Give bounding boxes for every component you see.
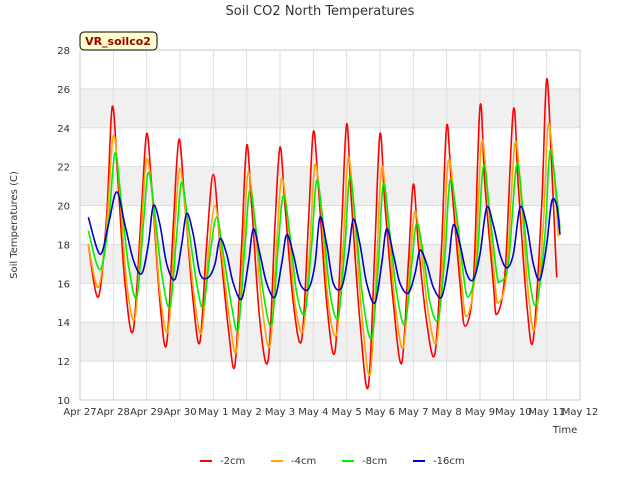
legend-label: -2cm xyxy=(220,456,245,467)
y-tick-label: 28 xyxy=(57,46,70,57)
legend-label: -8cm xyxy=(362,456,387,467)
plot-band xyxy=(80,166,580,206)
x-tick-label: May 2 xyxy=(232,407,262,418)
series-line-8cm xyxy=(87,149,561,340)
series-line-16cm xyxy=(87,191,561,305)
y-tick-label: 12 xyxy=(57,357,70,368)
legend-label: -16cm xyxy=(433,456,465,467)
site-label: VR_soilco2 xyxy=(85,35,151,48)
x-tick-label: May 4 xyxy=(298,407,328,418)
x-tick-label: May 5 xyxy=(332,407,362,418)
y-tick-label: 20 xyxy=(57,202,70,213)
x-tick-label: Apr 29 xyxy=(130,407,163,418)
y-tick-label: 14 xyxy=(57,318,70,329)
legend-label: -4cm xyxy=(291,456,316,467)
x-tick-label: May 11 xyxy=(528,407,565,418)
legend: -2cm -4cm -8cm -16cm xyxy=(200,456,465,467)
series-lines xyxy=(87,78,561,390)
x-tick-label: May 12 xyxy=(562,407,599,418)
chart-title: Soil CO2 North Temperatures xyxy=(226,4,415,19)
y-axis-title: Soil Temperatures (C) xyxy=(9,171,20,279)
x-tick-label: May 3 xyxy=(265,407,295,418)
plot-band xyxy=(80,88,580,128)
x-tick-label: May 1 xyxy=(198,407,228,418)
x-tick-label: May 8 xyxy=(432,407,462,418)
site-label-box: VR_soilco2 xyxy=(79,31,158,51)
x-tick-label: Apr 27 xyxy=(63,407,96,418)
y-axis-ticks: 10 12 14 16 18 20 22 24 26 28 xyxy=(57,46,70,407)
plot-border xyxy=(79,49,581,401)
x-tick-label: May 7 xyxy=(398,407,428,418)
x-tick-label: Apr 28 xyxy=(97,407,130,418)
series-line-2cm xyxy=(87,78,558,390)
x-axis-title: Time xyxy=(552,425,577,436)
y-tick-label: 16 xyxy=(57,279,70,290)
plot-area xyxy=(80,50,580,400)
y-tick-label: 26 xyxy=(57,85,70,96)
y-tick-label: 18 xyxy=(57,240,70,251)
x-tick-label: May 10 xyxy=(495,407,532,418)
y-tick-label: 24 xyxy=(57,124,70,135)
y-tick-label: 10 xyxy=(57,396,70,407)
x-tick-label: May 9 xyxy=(465,407,495,418)
x-tick-label: May 6 xyxy=(365,407,395,418)
site-label-background xyxy=(79,31,158,51)
y-tick-label: 22 xyxy=(57,163,70,174)
x-tick-label: Apr 30 xyxy=(163,407,196,418)
